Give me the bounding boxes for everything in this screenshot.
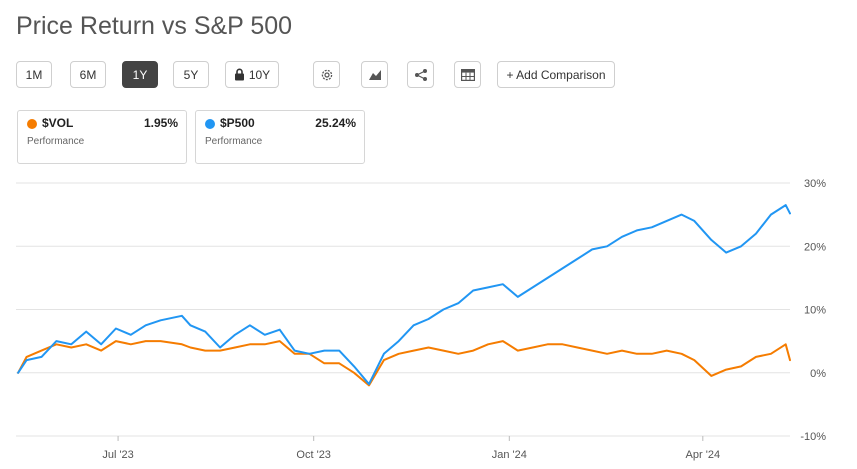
legend-subtitle: Performance [27, 136, 85, 147]
share-icon [414, 68, 428, 82]
chart-type-button[interactable] [361, 61, 388, 88]
series-line-vol [17, 340, 791, 387]
price-return-chart[interactable]: Jul '23 Oct '23 Jan '24 Apr '24 30% 20% 10% 0%… [0, 170, 857, 469]
legend-value: 25.24% [315, 116, 356, 130]
gear-icon [320, 68, 334, 82]
y-tick-label: 30% [804, 178, 826, 190]
y-tick-label: 10% [804, 305, 826, 317]
y-axis: 30% 20% 10% 0% -10% [800, 178, 826, 443]
lock-icon [234, 68, 245, 81]
x-tick-label: Oct '23 [296, 449, 331, 461]
settings-button[interactable] [313, 61, 340, 88]
x-tick-label: Jan '24 [492, 449, 527, 461]
y-tick-label: 0% [810, 368, 826, 380]
page-title: Price Return vs S&P 500 [16, 12, 293, 40]
x-tick-label: Apr '24 [686, 449, 721, 461]
legend-card-vol: $VOL 1.95% Performance [17, 110, 187, 164]
legend-card-sp500: $P500 25.24% Performance [195, 110, 365, 164]
series-line-p500 [17, 204, 791, 386]
range-6m-button[interactable]: 6M [70, 61, 106, 88]
chart-grid [16, 182, 790, 437]
y-tick-label: -10% [800, 431, 826, 443]
legend-subtitle: Performance [205, 136, 263, 147]
x-tick-label: Jul '23 [102, 449, 133, 461]
area-chart-icon [368, 69, 382, 81]
legend-symbol: $VOL [42, 116, 74, 130]
chart-series [17, 204, 791, 387]
range-1m-button[interactable]: 1M [16, 61, 52, 88]
range-10y-button[interactable]: 10Y [225, 61, 279, 88]
legend-symbol: $P500 [220, 116, 255, 130]
range-10y-label: 10Y [248, 67, 271, 82]
series-color-dot [27, 119, 37, 129]
range-5y-button[interactable]: 5Y [173, 61, 209, 88]
table-view-button[interactable] [454, 61, 481, 88]
table-icon [460, 68, 475, 81]
legend-value: 1.95% [143, 116, 178, 130]
share-button[interactable] [407, 61, 434, 88]
x-axis: Jul '23 Oct '23 Jan '24 Apr '24 [102, 436, 720, 461]
y-tick-label: 20% [804, 241, 826, 253]
range-1y-button[interactable]: 1Y [122, 61, 158, 88]
add-comparison-button[interactable]: + Add Comparison [497, 61, 615, 88]
series-color-dot [205, 119, 215, 129]
